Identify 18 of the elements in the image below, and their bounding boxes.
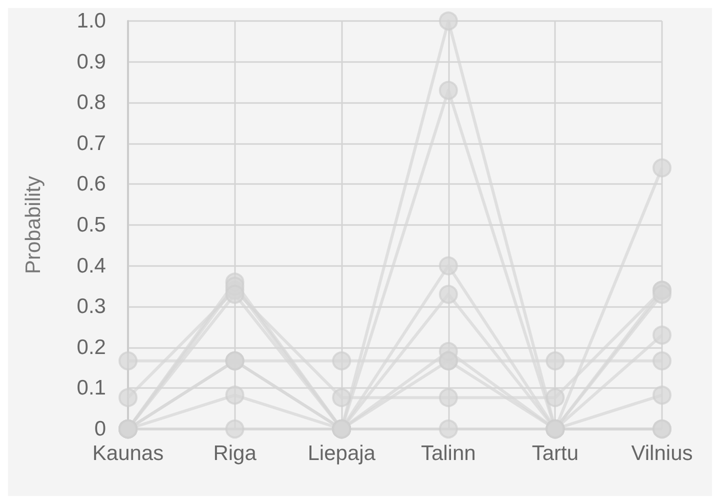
x-tick-label: Liepaja [308, 442, 376, 465]
y-tick-label: 0 [94, 418, 106, 440]
y-tick-label: 0.4 [76, 254, 106, 278]
x-tick-label: Vilnius [631, 442, 693, 465]
y-tick-label: 0.6 [76, 172, 106, 196]
y-tick-label: 0.5 [76, 214, 106, 236]
y-axis-title: Probability [22, 175, 45, 274]
x-tick-label: Talinn [420, 442, 476, 465]
y-tick-label: 0.8 [76, 91, 106, 114]
y-tick-label: 0.9 [76, 50, 106, 74]
y-tick-label: 0.7 [76, 132, 106, 155]
y-tick-label: 0.2 [76, 336, 106, 359]
x-tick-label: Tartu [532, 442, 579, 465]
y-tick-label: 1.0 [76, 10, 106, 32]
x-tick-label: Riga [213, 442, 257, 465]
x-tick-label: Kaunas [92, 442, 164, 465]
y-tick-label: 0.3 [76, 295, 106, 318]
y-tick-label: 0.1 [76, 376, 106, 400]
